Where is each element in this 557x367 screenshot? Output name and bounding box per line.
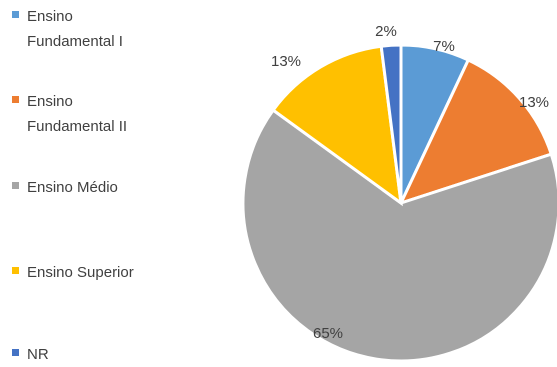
- legend-swatch: [12, 96, 19, 103]
- legend-label: NR: [27, 346, 49, 363]
- pie-slice: [241, 108, 557, 363]
- pie-chart: 7% 13% 65% 13% 2%: [241, 23, 557, 363]
- legend-item-fundamental-ii: Ensino Fundamental II: [12, 89, 217, 139]
- legend-label: Ensino Fundamental II: [27, 93, 128, 135]
- legend-item-fundamental-i: Ensino Fundamental I: [12, 4, 217, 54]
- legend-swatch: [12, 349, 19, 356]
- legend: Ensino Fundamental I Ensino Fundamental …: [0, 0, 230, 366]
- legend-swatch: [12, 11, 19, 18]
- slice-data-label: 13%: [271, 53, 301, 70]
- legend-swatch: [12, 182, 19, 189]
- pie-slice: [398, 58, 554, 206]
- legend-swatch: [12, 267, 19, 274]
- pie-slice: [379, 43, 403, 204]
- legend-item-nr: NR: [12, 342, 217, 367]
- legend-label: Ensino Fundamental I: [27, 8, 123, 50]
- legend-label: Ensino Médio: [27, 179, 118, 196]
- slice-data-label: 65%: [313, 325, 343, 342]
- legend-item-medio: Ensino Médio: [12, 175, 217, 200]
- legend-label: Ensino Superior: [27, 264, 134, 281]
- legend-item-superior: Ensino Superior: [12, 260, 217, 285]
- slice-data-label: 13%: [519, 94, 549, 111]
- slice-data-label: 2%: [375, 23, 397, 40]
- slice-data-label: 7%: [433, 38, 455, 55]
- pie-slice: [271, 44, 403, 207]
